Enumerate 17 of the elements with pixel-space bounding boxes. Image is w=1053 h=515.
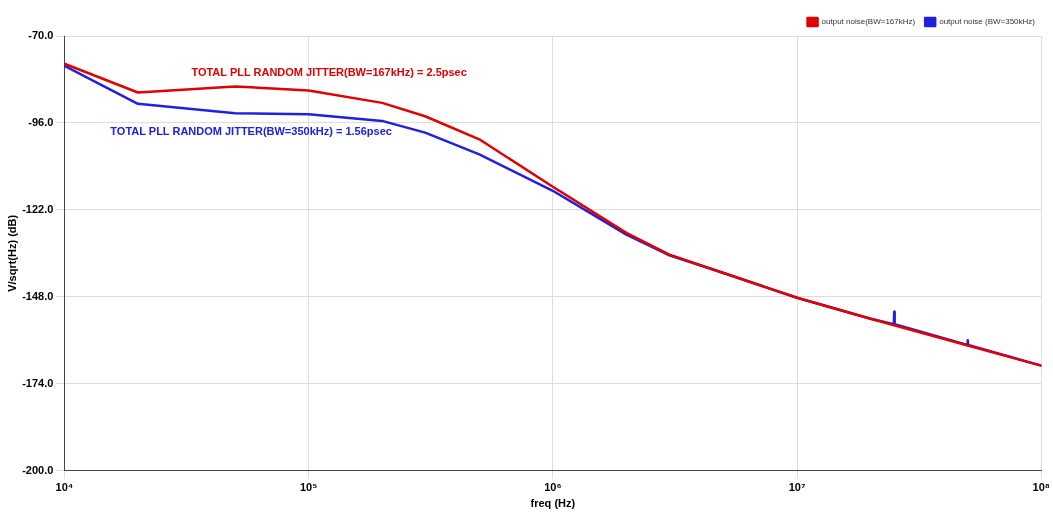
x-tick-label: 10⁷	[788, 481, 806, 494]
y-tick-label: -122.0	[22, 202, 54, 215]
legend-label: output noise(BW=167kHz)	[821, 17, 916, 27]
y-tick-label: -174.0	[22, 376, 54, 389]
y-tick-label: -200.0	[22, 463, 54, 476]
x-tick-label: 10⁶	[544, 481, 562, 494]
x-tick-label: 10⁴	[55, 481, 74, 494]
y-tick-label: -96.0	[28, 115, 54, 128]
annotation: TOTAL PLL RANDOM JITTER(BW=350kHz) = 1.56psec	[110, 124, 392, 137]
x-tick-label: 10⁸	[1032, 481, 1050, 494]
annotation: TOTAL PLL RANDOM JITTER(BW=167kHz) = 2.5psec	[191, 66, 467, 79]
y-tick-label: -70.0	[28, 29, 54, 42]
x-tick-label: 10⁵	[299, 481, 318, 494]
x-axis-title: freq (Hz)	[530, 497, 576, 510]
y-tick-label: -148.0	[22, 289, 54, 302]
legend-label: output noise (BW=350kHz)	[939, 17, 1036, 27]
y-axis-title: V/sqrt(Hz) (dB)	[5, 214, 18, 292]
